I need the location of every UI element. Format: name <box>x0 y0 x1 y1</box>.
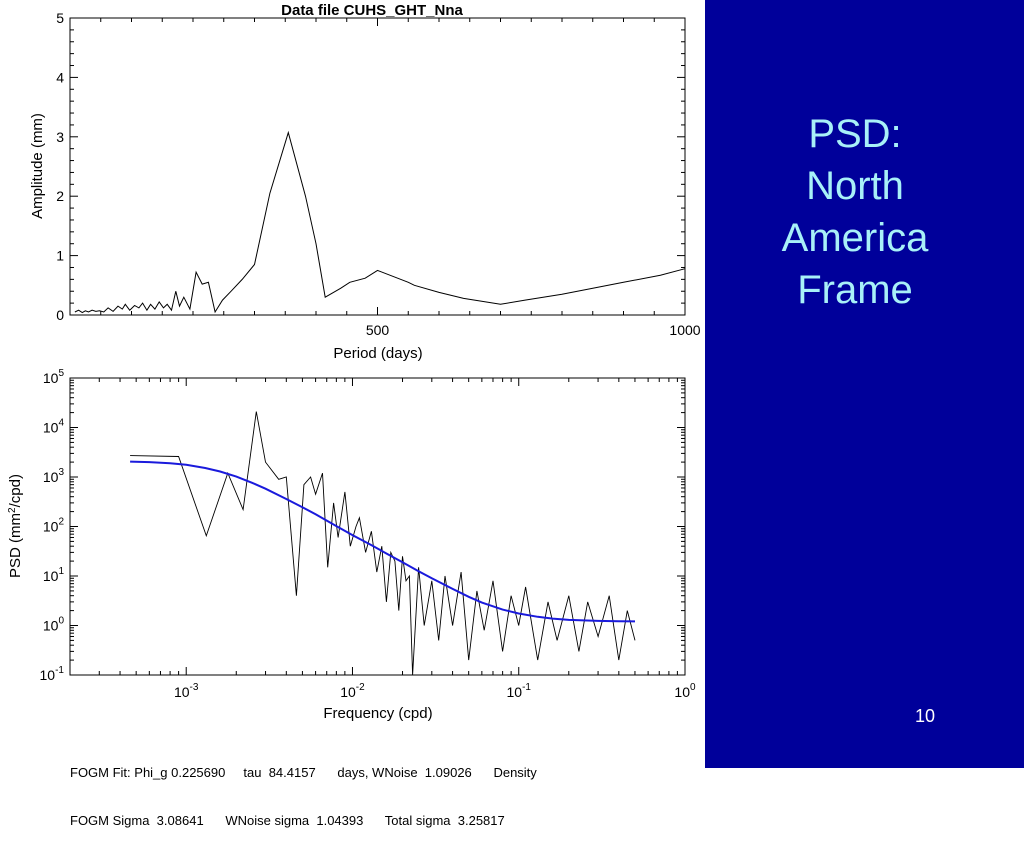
psd-series-line <box>130 411 636 676</box>
slide-title-line: North <box>806 164 904 208</box>
slide-title-line: America <box>781 216 929 260</box>
fogm-fit-summary: FOGM Fit: Phi_g 0.225690 tau 84.4157 day… <box>70 733 537 861</box>
chart2-y-axis-label: PSD (mm2/cpd) <box>7 474 25 578</box>
y-tick-label: 4 <box>56 69 64 85</box>
x-tick-label: 500 <box>366 322 390 338</box>
chart2-y-tick-labels: 10-1 100 101 102 103 104 105 <box>40 368 65 683</box>
title-panel: PSD: North America Frame 10 <box>705 0 1024 768</box>
y-tick-label: 0 <box>56 307 64 323</box>
amplitude-series-line <box>74 130 686 314</box>
y-tick-label: 105 <box>43 368 65 386</box>
chart1-x-axis-label: Period (days) <box>333 345 422 362</box>
chart1-ticks <box>70 17 685 316</box>
chart2-ticks <box>69 377 686 676</box>
chart1-x-tick-labels: 500 1000 <box>366 322 701 338</box>
y-tick-label: 104 <box>43 418 65 436</box>
y-tick-label: 10-1 <box>40 665 65 683</box>
y-tick-label: 100 <box>43 616 65 634</box>
slide-title-line: Frame <box>797 268 913 312</box>
x-tick-label: 1000 <box>669 322 700 338</box>
charts-svg: Data file CUHS_GHT_Nna 0 1 2 3 4 5 500 1000 Pe… <box>7 2 701 722</box>
y-tick-label: 101 <box>43 566 65 584</box>
plot-area: Data file CUHS_GHT_Nna 0 1 2 3 4 5 500 1000 Pe… <box>6 2 701 828</box>
fogm-fit-line-1: FOGM Fit: Phi_g 0.225690 tau 84.4157 day… <box>70 765 537 780</box>
chart2-frame <box>69 377 686 676</box>
y-tick-label: 2 <box>56 188 64 204</box>
fogm-fit-line <box>130 460 636 623</box>
chart1-title: Data file CUHS_GHT_Nna <box>281 2 463 19</box>
x-tick-label: 10-2 <box>340 682 365 700</box>
slide-title: PSD: North America Frame <box>705 108 1005 316</box>
chart2-x-axis-label: Frequency (cpd) <box>323 705 432 722</box>
y-tick-label: 1 <box>56 248 64 264</box>
chart1-y-tick-labels: 0 1 2 3 4 5 <box>56 10 64 323</box>
x-tick-label: 100 <box>674 682 696 700</box>
y-tick-label: 5 <box>56 10 64 26</box>
fogm-fit-line-2: FOGM Sigma 3.08641 WNoise sigma 1.04393 … <box>70 813 505 828</box>
chart1-y-axis-label: Amplitude (mm) <box>29 113 46 219</box>
slide-title-line: PSD: <box>808 112 902 156</box>
page-number: 10 <box>915 706 936 726</box>
y-tick-label: 103 <box>43 467 65 485</box>
y-tick-label: 102 <box>43 517 65 535</box>
x-tick-label: 10-1 <box>506 682 531 700</box>
x-tick-label: 10-3 <box>174 682 199 700</box>
y-tick-label: 3 <box>56 129 64 145</box>
chart2-x-tick-labels: 10-3 10-2 10-1 100 <box>174 682 696 700</box>
